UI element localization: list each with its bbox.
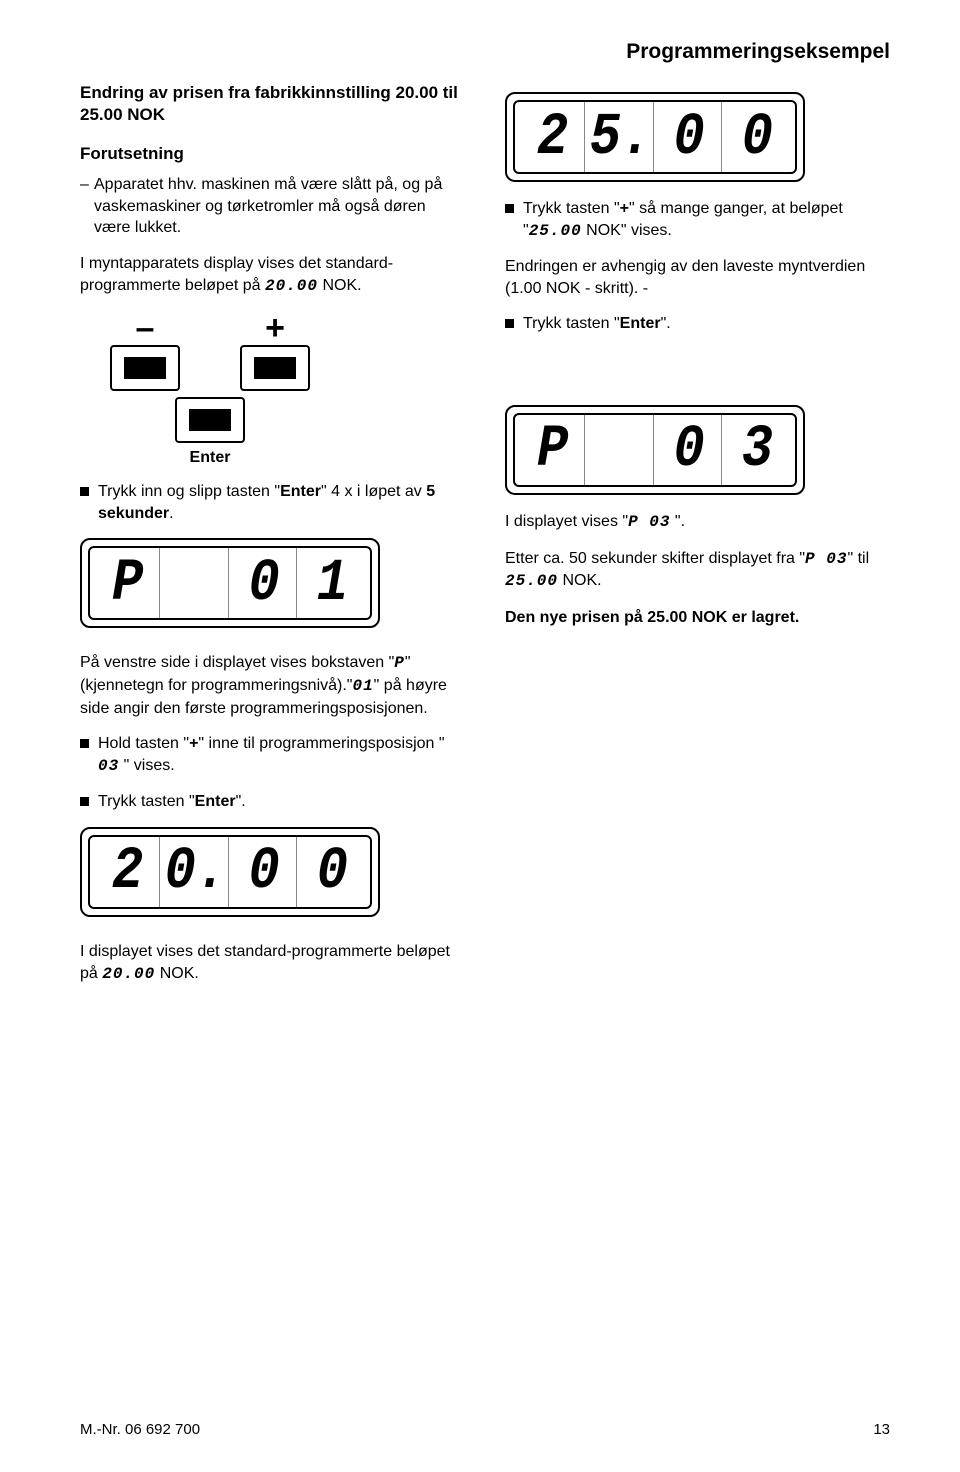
d: 0 xyxy=(317,838,348,906)
t: Enter xyxy=(620,315,661,332)
t: " 4 x i løpet av xyxy=(321,483,426,500)
t: 20.00 xyxy=(102,965,155,983)
bullet-hold-plus: Hold tasten "+" inne til programmeringsp… xyxy=(80,733,465,777)
prereq-text: Apparatet hhv. maskinen må være slått på… xyxy=(80,174,465,239)
right-column: 2 5. 0 0 Trykk tasten "+" så mange gange… xyxy=(505,82,890,999)
prereq-title: Forutsetning xyxy=(80,144,465,164)
main-heading: Endring av prisen fra fabrikkinnstilling… xyxy=(80,82,465,126)
bullet-press-enter-1: Trykk tasten "Enter". xyxy=(80,791,465,813)
t: Trykk inn og slipp tasten " xyxy=(98,483,280,500)
bullet-plus-many: Trykk tasten "+" så mange ganger, at bel… xyxy=(505,198,890,242)
t: . xyxy=(169,505,173,522)
d: 0 xyxy=(249,549,280,617)
keypad-diagram: – + Enter xyxy=(110,311,310,467)
plus-button xyxy=(240,345,310,391)
footer-page-number: 13 xyxy=(873,1421,890,1438)
t: Enter xyxy=(280,483,321,500)
t: Trykk tasten " xyxy=(98,793,195,810)
t: " vises. xyxy=(119,757,174,774)
t: P 03 xyxy=(805,550,847,568)
t: ". xyxy=(661,315,671,332)
bullet-press-enter-2: Trykk tasten "Enter". xyxy=(505,313,890,335)
d: 5. xyxy=(590,103,652,171)
t: 25.00 xyxy=(505,572,558,590)
enter-button xyxy=(175,397,245,443)
bullet-enter-4x: Trykk inn og slipp tasten "Enter" 4 x i … xyxy=(80,481,465,524)
two-column-layout: Endring av prisen fra fabrikkinnstilling… xyxy=(80,82,890,999)
t: Hold tasten " xyxy=(98,735,189,752)
minus-button xyxy=(110,345,180,391)
d: P xyxy=(537,416,568,484)
t: 01 xyxy=(352,677,373,695)
minus-label: – xyxy=(110,311,180,345)
para-saved: Den nye prisen på 25.00 NOK er lagret. xyxy=(505,607,890,629)
t: + xyxy=(189,735,198,752)
d: 0. xyxy=(165,838,227,906)
t: P xyxy=(394,654,405,672)
t: Trykk tasten " xyxy=(523,200,620,217)
d: 0 xyxy=(249,838,280,906)
t: Etter ca. 50 sekunder skifter displayet … xyxy=(505,550,805,567)
para-after50: Etter ca. 50 sekunder skifter displayet … xyxy=(505,548,890,593)
t: Trykk tasten " xyxy=(523,315,620,332)
para-display-std: I myntapparatets display vises det stand… xyxy=(80,253,465,297)
t: " inne til programmeringsposisjon " xyxy=(198,735,444,752)
t: NOK. xyxy=(155,965,199,982)
lcd-2500: 2 5. 0 0 xyxy=(505,92,805,182)
t: NOK" vises. xyxy=(582,222,672,239)
plus-label: + xyxy=(240,311,310,345)
para-change-dep: Endringen er avhengig av den laveste myn… xyxy=(505,256,890,299)
t: I displayet vises " xyxy=(505,513,628,530)
t: Enter xyxy=(195,793,236,810)
seg-20: 20.00 xyxy=(265,277,318,295)
d: P xyxy=(112,549,143,617)
seg-nok: NOK. xyxy=(318,277,362,294)
para-bottom-std: I displayet vises det standard-programme… xyxy=(80,941,465,985)
para-disp-p03: I displayet vises "P 03 ". xyxy=(505,511,890,534)
t: P 03 xyxy=(628,513,670,531)
t: På venstre side i displayet vises boksta… xyxy=(80,654,394,671)
t: ". xyxy=(670,513,685,530)
t: 03 xyxy=(98,757,119,775)
page-title: Programmeringseksempel xyxy=(80,40,890,64)
d: 0 xyxy=(674,416,705,484)
d: 2 xyxy=(537,103,568,171)
lcd-2000: 2 0. 0 0 xyxy=(80,827,380,917)
t: " til xyxy=(847,550,869,567)
d: 1 xyxy=(317,549,348,617)
d: 2 xyxy=(112,838,143,906)
t: ". xyxy=(236,793,246,810)
para-p-side: På venstre side i displayet vises boksta… xyxy=(80,652,465,719)
t: + xyxy=(620,200,629,217)
d: 0 xyxy=(674,103,705,171)
page-footer: M.-Nr. 06 692 700 13 xyxy=(80,1421,890,1438)
left-column: Endring av prisen fra fabrikkinnstilling… xyxy=(80,82,465,999)
lcd-p03: P 0 3 xyxy=(505,405,805,495)
t: 25.00 xyxy=(529,222,582,240)
lcd-p01: P 0 1 xyxy=(80,538,380,628)
d: 0 xyxy=(742,103,773,171)
enter-label: Enter xyxy=(110,449,310,467)
footer-left: M.-Nr. 06 692 700 xyxy=(80,1421,200,1438)
d: 3 xyxy=(742,416,773,484)
t: NOK. xyxy=(558,572,602,589)
